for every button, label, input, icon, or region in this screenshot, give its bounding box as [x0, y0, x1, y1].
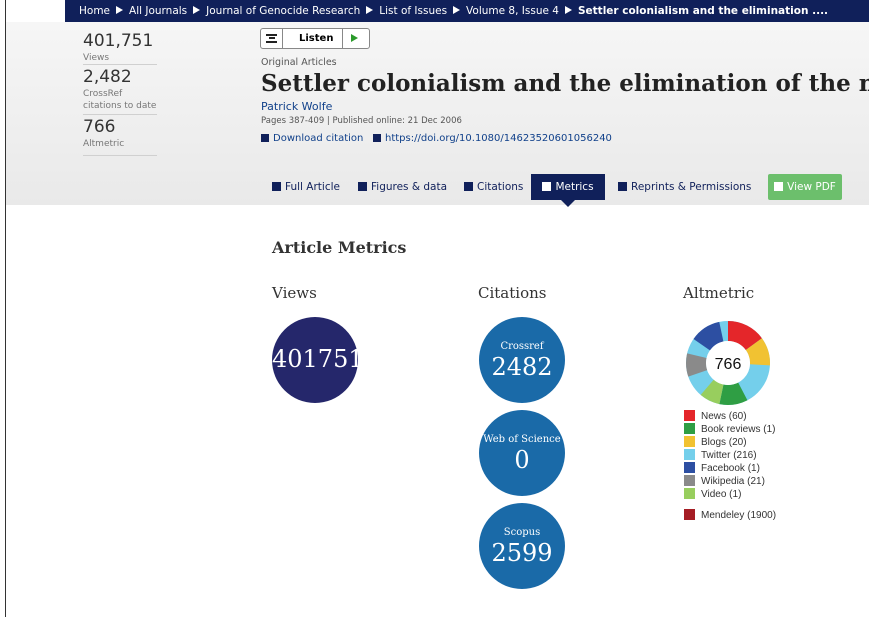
legend-label: Facebook (1) [701, 463, 760, 474]
doi-link[interactable]: https://doi.org/10.1080/1462352060105624… [373, 133, 612, 144]
views-heading: Views [272, 284, 317, 302]
legend-swatch [684, 488, 695, 499]
legend-item: Blogs (20) [684, 436, 747, 449]
separator [193, 6, 201, 14]
separator [116, 6, 124, 14]
separator [366, 6, 374, 14]
article-title: Settler colonialism and the elimination … [261, 70, 869, 97]
legend-swatch [684, 509, 695, 520]
legend-label: Video (1) [701, 489, 742, 500]
legend-swatch [684, 449, 695, 460]
views-value: 401751 [272, 345, 364, 373]
author[interactable]: Patrick Wolfe [261, 100, 333, 113]
download-text: Download citation [273, 133, 364, 144]
crumb[interactable]: All Journals [129, 5, 188, 17]
crossref-label: citations to date [83, 101, 157, 111]
legend-label: Wikipedia (21) [701, 476, 765, 487]
donut-seg [686, 321, 770, 405]
tab[interactable]: Figures & data [358, 174, 447, 200]
legend-item: Book reviews (1) [684, 423, 775, 436]
separator [453, 6, 461, 14]
tab[interactable]: Reprints & Permissions [618, 174, 751, 200]
crumb[interactable]: Home [79, 5, 111, 17]
citation-value: 0 [514, 446, 530, 474]
donut-seg [686, 321, 770, 405]
tab-label: Reprints & Permissions [631, 181, 752, 193]
legend-item: Mendeley (1900) [684, 509, 776, 522]
citation-circle: Scopus 2599 [479, 503, 565, 589]
tab-label: Figures & data [371, 181, 448, 193]
views-stat: 401,751 [83, 31, 154, 51]
tab-active[interactable]: Metrics [531, 174, 605, 207]
views-label: Views [83, 53, 110, 63]
tab[interactable]: Full Article [272, 174, 340, 200]
pdf-button[interactable]: View PDF [768, 174, 842, 200]
citation-label: Crossref [500, 341, 544, 352]
altmetric-label: Altmetric [83, 139, 125, 149]
separator [564, 6, 572, 14]
donut-seg [686, 321, 770, 405]
citation-label: Web of Science [483, 434, 561, 445]
donut-hole [706, 341, 750, 385]
tab-label: View PDF [787, 181, 836, 193]
legend-label: News (60) [701, 411, 747, 422]
legend-swatch [684, 475, 695, 486]
tab-label: Metrics [555, 181, 594, 193]
altmetric-heading: Altmetric [683, 284, 755, 302]
legend-swatch [684, 423, 695, 434]
citation-circle: Crossref 2482 [479, 317, 565, 403]
divider [83, 64, 157, 65]
header-bg [6, 22, 869, 205]
citation-value: 2482 [491, 353, 553, 381]
legend-item: Twitter (216) [684, 449, 757, 462]
citation-circle: Web of Science 0 [479, 410, 565, 496]
listen-widget[interactable]: Listen [260, 28, 370, 49]
citation-value: 2599 [491, 539, 553, 567]
legend-item: Wikipedia (21) [684, 475, 765, 488]
legend-label: Twitter (216) [701, 450, 757, 461]
crumb[interactable]: List of Issues [379, 5, 448, 17]
donut-seg [686, 321, 770, 405]
legend-swatch [684, 462, 695, 473]
divider [83, 114, 157, 115]
tab[interactable]: Citations [464, 174, 523, 200]
views-circle: 401751 [272, 317, 364, 403]
divider [83, 155, 157, 156]
download-citation[interactable]: Download citation [261, 133, 363, 144]
citations-heading: Citations [478, 284, 547, 302]
altmetric-donut: 766 [686, 321, 770, 405]
tab-label: Full Article [285, 181, 340, 193]
legend-item: Facebook (1) [684, 462, 760, 475]
altmetric-score: 766 [715, 356, 742, 373]
pages: Pages 387-409 | Published online: 21 Dec… [261, 116, 462, 126]
doi-text: https://doi.org/10.1080/1462352060105624… [385, 133, 612, 144]
crumb[interactable]: Journal of Genocide Research [206, 5, 361, 17]
crumb[interactable]: Settler colonialism and the elimination … [577, 5, 829, 17]
altmetric-stat: 766 [83, 117, 116, 137]
crossref-label: CrossRef [83, 89, 123, 99]
border [5, 0, 6, 617]
breadcrumb: Home All Journals Journal of Genocide Rese… [65, 0, 869, 22]
crossref-stat: 2,482 [83, 67, 132, 87]
listen-label: Listen [299, 33, 334, 44]
legend-label: Blogs (20) [701, 437, 747, 448]
section: Original Articles [261, 57, 337, 68]
legend-item: News (60) [684, 410, 747, 423]
legend-label: Mendeley (1900) [701, 510, 777, 521]
crumb[interactable]: Volume 8, Issue 4 [466, 5, 559, 17]
tab-label: Citations [477, 181, 524, 193]
citation-label: Scopus [503, 527, 541, 538]
legend-label: Book reviews (1) [701, 424, 776, 435]
legend-swatch [684, 410, 695, 421]
legend-item: Video (1) [684, 488, 741, 501]
legend-swatch [684, 436, 695, 447]
metrics-heading: Article Metrics [272, 238, 407, 257]
